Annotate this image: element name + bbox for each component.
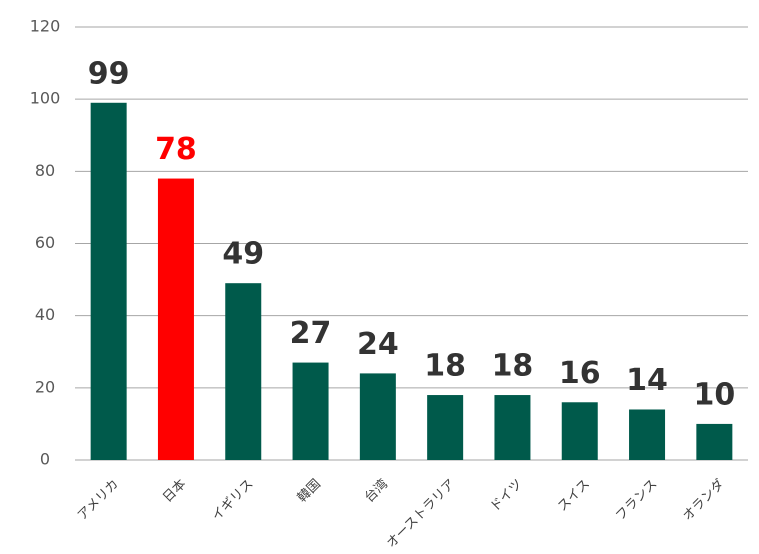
- data-label: 27: [290, 316, 332, 351]
- bar: [696, 423, 733, 460]
- x-tick-label: フランス: [613, 477, 660, 524]
- data-label: 99: [88, 56, 130, 91]
- data-label: 49: [222, 237, 264, 272]
- y-tick-label: 0: [40, 450, 50, 469]
- x-tick-label: ドイツ: [488, 477, 526, 515]
- bar: [225, 283, 262, 460]
- y-tick-label: 120: [30, 17, 61, 36]
- x-tick-label: 韓国: [295, 477, 324, 506]
- data-label: 10: [693, 377, 735, 412]
- bar: [90, 102, 127, 461]
- bar: [629, 409, 666, 460]
- bar: [561, 402, 598, 460]
- x-tick-label: スイス: [555, 477, 593, 515]
- y-tick-label: 40: [35, 305, 55, 324]
- bar: [427, 395, 464, 460]
- y-tick-label: 60: [35, 233, 55, 252]
- y-tick-label: 80: [35, 161, 55, 180]
- x-tick-label: オーストラリア: [384, 477, 459, 552]
- y-tick-label: 20: [35, 377, 55, 396]
- bar: [292, 362, 329, 460]
- x-tick-label: 台湾: [361, 476, 391, 506]
- y-tick-label: 100: [30, 89, 61, 108]
- bar: [494, 395, 531, 460]
- data-label: 18: [492, 349, 534, 384]
- data-label: 16: [559, 356, 601, 391]
- x-tick-label: オランダ: [680, 477, 727, 524]
- bar: [157, 178, 194, 461]
- bar: [359, 373, 396, 460]
- data-label: 18: [424, 349, 466, 384]
- data-label: 14: [626, 363, 668, 398]
- x-tick-label: アメリカ: [75, 477, 122, 524]
- data-label: 24: [357, 327, 399, 362]
- data-label: 78: [155, 132, 197, 167]
- x-tick-label: 日本: [160, 477, 189, 506]
- x-tick-label: イギリス: [209, 477, 256, 524]
